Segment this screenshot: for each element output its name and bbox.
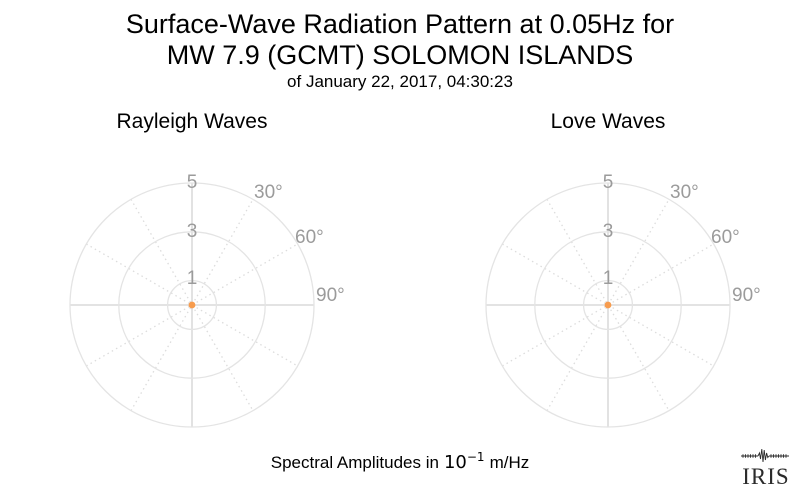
rayleigh-plot-title: Rayleigh Waves xyxy=(116,110,268,133)
r-tick-label-1: 1 xyxy=(602,268,614,289)
love-polar-plot: 5 3 1 30° 60° 90° xyxy=(448,160,768,450)
units-caption-suffix: m/Hz xyxy=(489,453,530,472)
figure-title-line2: MW 7.9 (GCMT) SOLOMON ISLANDS xyxy=(166,40,634,70)
love-plot-title: Love Waves xyxy=(550,110,666,133)
theta-label-60: 60° xyxy=(295,227,324,248)
r-grid-circles xyxy=(69,182,315,428)
rayleigh-polar-plot: 5 3 1 30° 60° 90° xyxy=(32,160,352,450)
theta-label-90: 90° xyxy=(732,285,761,306)
theta-label-30: 30° xyxy=(254,182,283,203)
love-pattern-marker xyxy=(604,301,612,309)
theta-grid-dotted-rays xyxy=(501,198,715,412)
figure-title-line1: Surface-Wave Radiation Pattern at 0.05Hz… xyxy=(125,9,675,39)
theta-label-60: 60° xyxy=(711,227,740,248)
rayleigh-pattern-marker xyxy=(188,301,196,309)
r-tick-label-3: 3 xyxy=(602,221,614,242)
rayleigh-polar-grid xyxy=(69,182,315,428)
r-tick-label-3: 3 xyxy=(186,221,198,242)
r-tick-label-1: 1 xyxy=(186,268,198,289)
theta-grid-dotted-rays xyxy=(85,198,299,412)
units-caption: Spectral Amplitudes in 10−1 m/Hz xyxy=(0,450,800,473)
figure-subtitle: of January 22, 2017, 04:30:23 xyxy=(287,72,513,91)
seismogram-trace-icon xyxy=(741,448,789,463)
r-tick-label-5: 5 xyxy=(186,172,198,193)
r-grid-circles xyxy=(485,182,731,428)
iris-logo: IRIS xyxy=(737,448,795,489)
love-polar-grid xyxy=(485,182,731,428)
iris-logo-text: IRIS xyxy=(742,464,790,489)
theta-label-90: 90° xyxy=(316,285,345,306)
theta-label-30: 30° xyxy=(670,182,699,203)
units-caption-base: 10 xyxy=(443,452,467,473)
units-caption-prefix: Spectral Amplitudes in xyxy=(270,453,439,472)
units-caption-exponent: −1 xyxy=(466,450,485,464)
r-tick-label-5: 5 xyxy=(602,172,614,193)
